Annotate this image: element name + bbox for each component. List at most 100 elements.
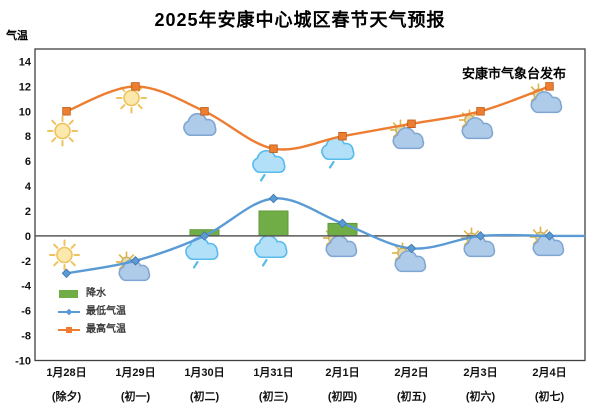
- weather-icon-rain: [254, 234, 288, 267]
- sun-ray: [392, 133, 398, 138]
- weather-icon-cloudy: [183, 112, 217, 136]
- sun-ray: [70, 261, 76, 267]
- high-temp-marker: [62, 107, 71, 116]
- partly-cloud: [463, 235, 496, 258]
- low-temp-marker: [337, 218, 348, 229]
- x-tick-label-date: 2月1日: [325, 366, 359, 379]
- low-temp-marker: [268, 193, 279, 204]
- sun-ray: [394, 256, 400, 261]
- y-tick-label: -4: [21, 281, 32, 293]
- weather-icon-partly: [389, 119, 425, 150]
- partly-cloud: [392, 127, 425, 150]
- high-temp-marker: [338, 131, 347, 141]
- x-tick-label-date: 2月2日: [394, 366, 428, 379]
- weather-icon-rain: [185, 236, 219, 269]
- cloud-body: [533, 102, 561, 112]
- legend-label: 最低气温: [86, 306, 126, 317]
- raindrop: [328, 160, 335, 169]
- weather-icon-partly: [322, 227, 358, 258]
- partly-cloud: [325, 235, 358, 258]
- x-tick-label-festival: (初一): [121, 389, 151, 403]
- weather-icon-partly: [527, 83, 563, 114]
- chart-title: 2025年安康中心城区春节天气预报: [154, 10, 446, 30]
- y-tick-label: 8: [25, 131, 31, 143]
- x-tick-label-date: 1月29日: [115, 366, 155, 379]
- weather-icon-rain: [252, 149, 286, 182]
- sun-ray: [532, 240, 538, 245]
- cloud-body: [535, 245, 563, 255]
- high-temp-marker: [476, 107, 485, 116]
- weather-icon-partly: [460, 227, 496, 258]
- sun-ray: [68, 137, 74, 143]
- raindrop: [261, 258, 268, 267]
- sun-ray: [474, 230, 480, 235]
- y-tick-label: 4: [25, 181, 32, 193]
- legend-item-line-diamond: 最低气温: [57, 305, 126, 318]
- x-tick-label-festival: (初七): [535, 389, 565, 403]
- weather-icon-partly: [529, 226, 565, 257]
- y-tick-label: 0: [25, 231, 31, 243]
- sun-ray: [463, 241, 469, 246]
- x-tick-label-festival: (初五): [397, 389, 427, 403]
- x-tick-label-festival: (初六): [466, 389, 496, 403]
- low-temp-marker: [130, 256, 141, 266]
- x-tick-label-date: 2月3日: [463, 366, 497, 379]
- high-temp-marker: [200, 107, 209, 116]
- legend-label: 降水: [86, 288, 106, 299]
- x-tick-label-date: 2月4日: [532, 366, 566, 379]
- low-temp-marker: [544, 231, 555, 241]
- sun-ray: [530, 97, 536, 102]
- y-tick-label: 10: [19, 106, 31, 118]
- x-tick-label-festival: (初四): [328, 389, 358, 403]
- cloud-body: [257, 247, 286, 257]
- y-tick-label: 2: [25, 206, 31, 218]
- sun-ray: [129, 254, 135, 259]
- cloud-body: [466, 246, 494, 256]
- sun-body: [123, 89, 140, 107]
- chart-legend: 降水最低气温最高气温: [57, 287, 126, 336]
- raindrop: [259, 173, 266, 182]
- sun-ray: [51, 137, 57, 143]
- cloud-body: [395, 138, 423, 148]
- weather-icon-partly: [458, 109, 494, 140]
- weather-icon-sunny: [47, 115, 78, 147]
- legend-label: 最高气温: [86, 324, 126, 335]
- cloud-body: [121, 270, 149, 280]
- cloud-body: [328, 246, 356, 256]
- legend-swatch: [58, 308, 80, 315]
- y-tick-label: 12: [19, 81, 31, 93]
- cloud-body: [255, 162, 284, 172]
- legend-item-line-square: 最高气温: [57, 323, 126, 336]
- high-temp-marker: [269, 144, 278, 153]
- y-tick-label: -2: [21, 256, 31, 268]
- sun-ray: [325, 241, 331, 246]
- cloud-body: [188, 249, 217, 259]
- sun-ray: [53, 261, 59, 267]
- y-axis-title: 气温: [6, 30, 28, 42]
- publisher-label: 安康市气象台发布: [461, 66, 566, 81]
- sun-ray: [51, 119, 57, 125]
- low-temp-marker: [475, 231, 486, 241]
- legend-bar-swatch: [59, 289, 78, 298]
- sun-ray: [120, 104, 126, 110]
- cloud-body: [397, 261, 425, 271]
- legend-swatch: [59, 289, 78, 298]
- x-tick-label-festival: (初二): [190, 389, 220, 403]
- cloud-body: [464, 128, 492, 138]
- sun-ray: [530, 86, 536, 91]
- precip-bars: [189, 210, 358, 237]
- sun-ray: [53, 243, 59, 249]
- cloud-body: [324, 149, 353, 159]
- plot-border: [34, 48, 586, 362]
- weather-icon-partly: [391, 242, 427, 273]
- partly-cloud: [461, 117, 494, 140]
- partly-cloud: [394, 250, 427, 273]
- y-tick-label: -10: [15, 356, 31, 368]
- x-tick-label-date: 1月30日: [184, 366, 224, 379]
- precip-bar: [258, 210, 289, 237]
- x-tick-label-date: 1月28日: [46, 366, 86, 379]
- sun-ray: [118, 254, 124, 259]
- cloud-body: [186, 125, 215, 135]
- y-tick-label: -6: [21, 306, 31, 318]
